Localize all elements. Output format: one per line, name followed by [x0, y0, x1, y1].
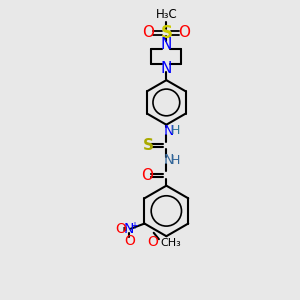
- Text: CH₃: CH₃: [160, 238, 181, 248]
- Text: S: S: [160, 24, 172, 42]
- Text: N: N: [161, 61, 172, 76]
- Text: S: S: [143, 138, 154, 153]
- Text: O: O: [142, 25, 154, 40]
- Text: O: O: [178, 25, 190, 40]
- Text: N: N: [164, 153, 174, 167]
- Text: O: O: [141, 168, 153, 183]
- Text: O: O: [148, 235, 158, 249]
- Text: N: N: [164, 124, 174, 138]
- Text: N: N: [124, 222, 134, 236]
- Text: +: +: [130, 221, 138, 231]
- Text: O: O: [115, 222, 126, 236]
- Text: O: O: [124, 234, 135, 248]
- Text: H: H: [171, 154, 180, 167]
- Text: N: N: [161, 37, 172, 52]
- Text: H₃C: H₃C: [155, 8, 177, 21]
- Text: H: H: [171, 124, 180, 137]
